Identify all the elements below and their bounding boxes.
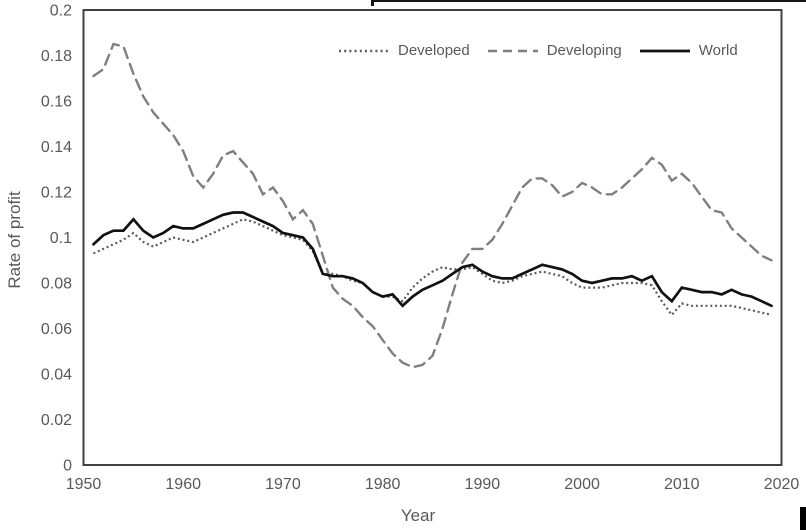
y-axis-title: Rate of profit — [5, 191, 24, 289]
x-tick-label: 2000 — [564, 476, 600, 493]
legend-marker-dashed-line — [487, 49, 538, 52]
y-tick-label: 0.14 — [41, 139, 72, 156]
legend-marker-solid-line — [639, 49, 690, 52]
y-tick-label: 0.08 — [41, 276, 72, 293]
legend-item-developing: Developing — [487, 42, 622, 59]
crop-artifact-bottom-right — [800, 507, 806, 530]
y-tick-label: 0.2 — [50, 3, 72, 20]
series-line-world — [92, 211, 773, 308]
y-tick-label: 0.1 — [50, 230, 72, 247]
x-tick-label: 2010 — [664, 476, 700, 493]
y-tick-label: 0.06 — [41, 321, 72, 338]
legend-item-developed: Developed — [338, 42, 470, 59]
legend-label: Developing — [546, 42, 622, 59]
x-tick-label: 1990 — [465, 476, 501, 493]
plot-border — [82, 9, 783, 466]
legend-marker-dotted-line — [339, 49, 389, 52]
x-tick-label: 1950 — [66, 476, 102, 493]
x-axis-title: Year — [400, 506, 436, 525]
y-tick-label: 0 — [63, 458, 72, 475]
crop-artifact-top-line — [371, 0, 806, 6]
x-tick-label: 2020 — [764, 476, 800, 493]
y-tick-label: 0.12 — [41, 185, 72, 202]
series-line-developing — [92, 42, 773, 369]
x-tick-label: 1970 — [265, 476, 301, 493]
legend-item-world: World — [639, 42, 738, 59]
y-tick-label: 0.16 — [41, 94, 72, 111]
x-tick-label: 1960 — [165, 476, 201, 493]
series-line-developed — [93, 218, 772, 317]
legend-label: Developed — [398, 42, 470, 59]
legend-label: World — [698, 42, 738, 59]
legend: Developed Developing World — [338, 42, 738, 59]
y-tick-label: 0.04 — [41, 367, 72, 384]
x-tick-label: 1980 — [365, 476, 401, 493]
y-tick-label: 0.18 — [41, 48, 72, 65]
y-tick-label: 0.02 — [41, 412, 72, 429]
